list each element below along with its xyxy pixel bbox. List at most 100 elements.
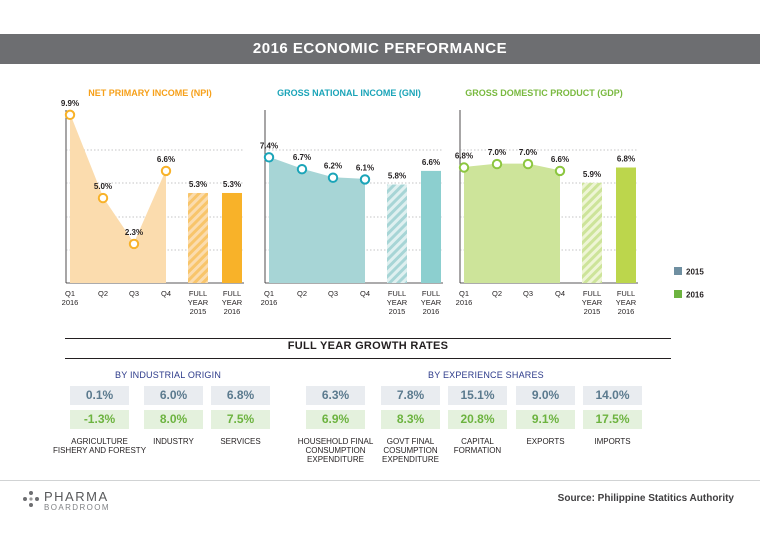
- footer-divider: [0, 480, 760, 481]
- pharma-boardroom-logo: PHARMA BOARDROOM: [22, 489, 152, 513]
- growth-value-2015: 0.1%: [70, 386, 129, 405]
- quarter-value-label: 2.3%: [125, 228, 143, 237]
- quarter-value-label: 9.9%: [61, 99, 79, 108]
- x-tick-label: 2015: [389, 307, 406, 316]
- growth-value-2015: 6.0%: [144, 386, 203, 405]
- growth-value-2015: 15.1%: [448, 386, 507, 405]
- growth-value-2015: 14.0%: [583, 386, 642, 405]
- x-tick-label: YEAR: [421, 298, 442, 307]
- x-tick-label: Q4: [161, 289, 171, 298]
- x-tick-label: FULL: [223, 289, 241, 298]
- growth-value-2015: 7.8%: [381, 386, 440, 405]
- growth-value-2016: -1.3%: [70, 410, 129, 429]
- growth-value-2015: 6.3%: [306, 386, 365, 405]
- growth-value-2016: 7.5%: [211, 410, 270, 429]
- x-tick-label: YEAR: [582, 298, 603, 307]
- quarter-point: [160, 165, 172, 177]
- quarter-value-label: 7.0%: [519, 148, 537, 157]
- industrial-origin-title: BY INDUSTRIAL ORIGIN: [115, 370, 222, 380]
- x-tick-label: 2015: [584, 307, 601, 316]
- page-title: 2016 ECONOMIC PERFORMANCE: [252, 40, 508, 57]
- experience-shares-title: BY EXPERIENCE SHARES: [428, 370, 544, 380]
- x-tick-label: FULL: [422, 289, 440, 298]
- x-tick-label: Q1: [65, 289, 75, 298]
- quarter-value-label: 7.0%: [488, 148, 506, 157]
- growth-value-2016: 20.8%: [448, 410, 507, 429]
- chart-npi: NET PRIMARY INCOME (NPI) 9.9% 5.0% 2.3% 6.6%…: [61, 88, 244, 316]
- charts-area: NET PRIMARY INCOME (NPI) 9.9% 5.0% 2.3% 6.6%…: [61, 88, 704, 316]
- quarter-point: [97, 192, 109, 204]
- quarter-point: [327, 172, 339, 183]
- growth-caption: INDUSTRY: [153, 437, 194, 446]
- growth-caption: GOVT FINAL COSUMPTION EXPENDITURE: [382, 437, 439, 464]
- chart-title: GROSS NATIONAL INCOME (GNI): [277, 88, 421, 98]
- x-tick-label: Q1: [264, 289, 274, 298]
- quarter-value-label: 6.2%: [324, 162, 342, 171]
- full-year-bar-2016: [616, 167, 636, 283]
- x-tick-label: Q3: [129, 289, 139, 298]
- quarter-value-label: 6.6%: [157, 155, 175, 164]
- quarter-point: [458, 162, 470, 173]
- title-banner: 2016 ECONOMIC PERFORMANCE: [0, 34, 760, 64]
- growth-caption: HOUSEHOLD FINAL CONSUMPTION EXPENDITURE: [297, 437, 374, 464]
- quarterly-line: [69, 114, 167, 245]
- growth-value-2016: 6.9%: [306, 410, 365, 429]
- full-year-bar-2015: [188, 192, 208, 283]
- source-note: Source: Philippine Statitics Authority: [557, 493, 734, 504]
- x-tick-label: Q4: [360, 289, 370, 298]
- growth-value-2016: 9.1%: [516, 410, 575, 429]
- bar-value-label: 5.8%: [388, 171, 406, 180]
- x-tick-label: Q2: [98, 289, 108, 298]
- legend-label-2016: 2016: [686, 291, 704, 300]
- growth-value-2015: 9.0%: [516, 386, 575, 405]
- quarter-point: [522, 158, 534, 170]
- x-tick-label: 2016: [618, 307, 635, 316]
- x-tick-label: Q3: [328, 289, 338, 298]
- x-tick-label: YEAR: [387, 298, 408, 307]
- x-tick-label: 2016: [423, 307, 440, 316]
- growth-bottom-rule: [65, 358, 671, 359]
- growth-value-2015: 6.8%: [211, 386, 270, 405]
- chart-title: GROSS DOMESTIC PRODUCT (GDP): [465, 88, 623, 98]
- growth-value-2016: 8.0%: [144, 410, 203, 429]
- growth-caption: EXPORTS: [526, 437, 565, 446]
- full-year-bar-2015: [387, 184, 407, 283]
- quarter-value-label: 5.0%: [94, 182, 112, 191]
- x-tick-label: 2016: [224, 307, 241, 316]
- quarterly-line: [463, 163, 561, 172]
- x-tick-label: YEAR: [222, 298, 243, 307]
- quarter-point: [296, 163, 308, 175]
- bar-value-label: 5.3%: [189, 180, 207, 189]
- x-tick-label: YEAR: [616, 298, 637, 307]
- quarter-value-label: 6.6%: [551, 155, 569, 164]
- x-tick-label: Q1: [459, 289, 469, 298]
- growth-caption: CAPITAL FORMATION: [453, 437, 502, 455]
- x-tick-label: Q4: [555, 289, 565, 298]
- quarterly-area: [269, 157, 365, 283]
- full-year-bar-2015: [582, 182, 602, 283]
- x-tick-label: FULL: [617, 289, 635, 298]
- quarter-value-label: 6.7%: [293, 153, 311, 162]
- x-tick-label: Q2: [297, 289, 307, 298]
- legend-label-2015: 2015: [686, 268, 704, 277]
- bar-value-label: 5.3%: [223, 180, 241, 189]
- x-tick-label: FULL: [388, 289, 406, 298]
- growth-caption: AGRICULTURE FISHERY AND FORESTY: [52, 437, 147, 455]
- logo-mark-icon: [23, 491, 39, 507]
- quarter-value-label: 7.4%: [260, 141, 278, 150]
- x-tick-label: Q2: [492, 289, 502, 298]
- x-tick-label: 2015: [190, 307, 207, 316]
- x-tick-label: FULL: [583, 289, 601, 298]
- growth-value-2016: 17.5%: [583, 410, 642, 429]
- x-tick-label: FULL: [189, 289, 207, 298]
- quarter-point: [128, 238, 140, 250]
- legend-swatch-2016: [674, 290, 682, 298]
- quarter-point: [491, 158, 503, 170]
- quarter-point: [554, 165, 566, 177]
- chart-title: NET PRIMARY INCOME (NPI): [88, 88, 212, 98]
- x-tick-label: Q3: [523, 289, 533, 298]
- logo-wordmark: PHARMA: [44, 489, 109, 504]
- logo-subtitle: BOARDROOM: [44, 503, 110, 512]
- quarter-value-label: 6.8%: [455, 151, 473, 160]
- x-tick-label: 2016: [62, 298, 79, 307]
